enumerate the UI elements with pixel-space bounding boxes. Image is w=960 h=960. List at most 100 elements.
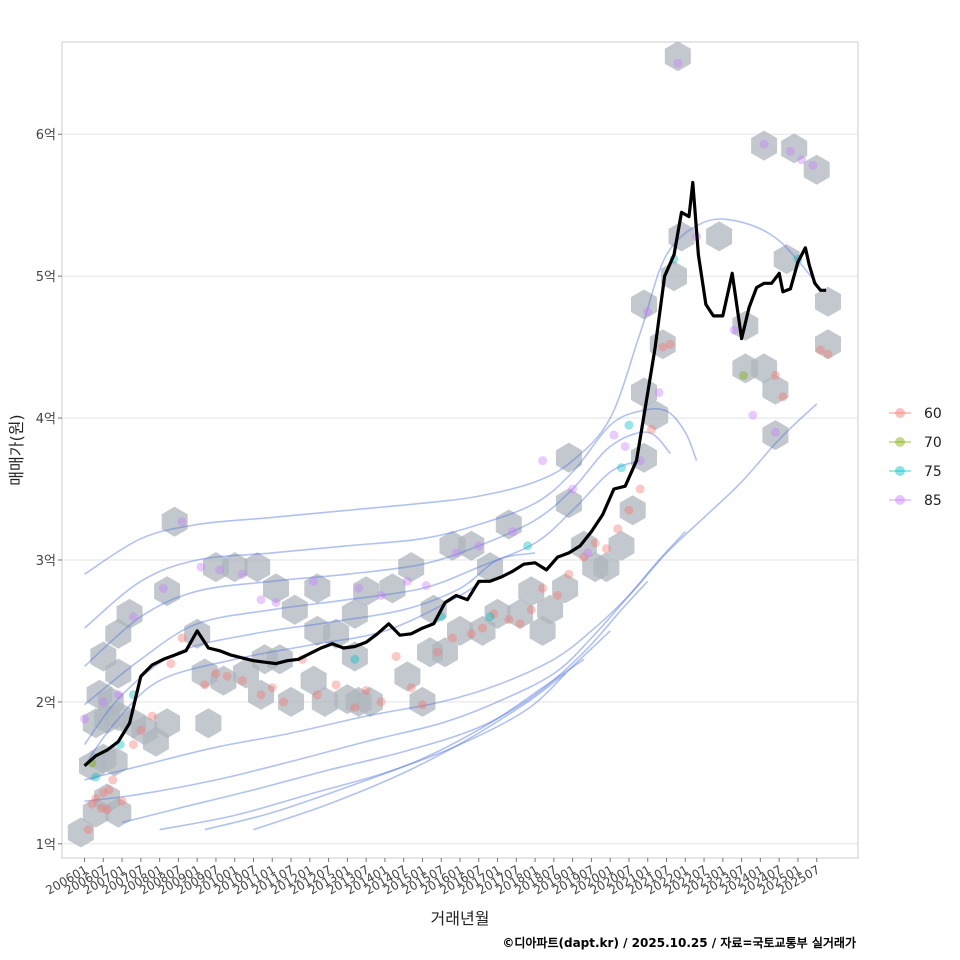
point-60 (778, 392, 788, 402)
point-85 (654, 388, 664, 398)
point-60 (665, 339, 675, 349)
hexbin (631, 289, 657, 320)
hexbin (67, 817, 94, 848)
hexbin (248, 679, 274, 710)
y-tick-label: 2억 (36, 696, 56, 711)
point-85 (673, 58, 683, 68)
point-60 (590, 538, 600, 548)
legend-label-85: 85 (924, 493, 942, 509)
hexbin (105, 618, 132, 649)
hexbin (304, 573, 331, 604)
point-60 (770, 370, 780, 380)
hexbin (409, 686, 436, 717)
hexbin (762, 420, 789, 451)
x-axis-title: 거래년월 (431, 909, 490, 928)
point-85 (421, 581, 431, 591)
hexbin (341, 598, 368, 629)
point-85 (451, 548, 461, 558)
point-85 (113, 690, 123, 700)
density-contour (84, 218, 818, 575)
hexbin (803, 154, 830, 185)
point-60 (147, 711, 157, 721)
point-85 (568, 484, 578, 494)
hexbin (398, 552, 425, 583)
point-60 (83, 825, 93, 835)
point-85 (538, 456, 548, 466)
hexbin (323, 618, 350, 649)
point-85 (508, 527, 518, 537)
hexbin (555, 442, 582, 473)
legend-label-60: 60 (924, 406, 942, 422)
point-85 (583, 548, 593, 558)
point-75 (91, 772, 101, 782)
y-tick-label: 3억 (36, 554, 56, 569)
point-85 (271, 598, 281, 608)
gridlines (62, 133, 858, 845)
point-75 (485, 612, 495, 622)
point-60 (102, 805, 112, 815)
point-70 (738, 370, 748, 380)
legend-key-75 (895, 466, 905, 476)
legend-label-75: 75 (924, 464, 942, 480)
hexbin (379, 573, 406, 604)
hexbin (507, 598, 534, 629)
density-contour (204, 658, 585, 831)
point-85 (808, 160, 818, 170)
hexbin (195, 708, 222, 739)
hexbin (781, 133, 808, 164)
hexbin (477, 552, 503, 583)
point-60 (211, 669, 221, 679)
x-axis-ticks: 2006012006072007012007072008012008072009… (43, 858, 822, 898)
point-60 (108, 775, 118, 785)
point-60 (564, 569, 574, 579)
point-60 (823, 349, 833, 359)
hexbin (706, 221, 733, 252)
point-60 (96, 803, 106, 813)
point-60 (136, 725, 146, 735)
hexbin (341, 641, 368, 672)
point-60 (815, 345, 825, 355)
point-60 (515, 619, 525, 629)
point-85 (256, 595, 266, 605)
point-60 (601, 544, 611, 554)
point-75 (523, 541, 533, 551)
point-60 (447, 633, 457, 643)
point-85 (215, 565, 225, 575)
point-60 (624, 505, 634, 515)
point-85 (177, 517, 187, 527)
y-tick-label: 6억 (36, 128, 56, 143)
point-60 (91, 793, 101, 803)
point-60 (432, 647, 442, 657)
point-60 (361, 686, 371, 696)
point-85 (643, 307, 653, 317)
point-60 (526, 605, 536, 615)
trend-line-layer (83, 180, 827, 767)
hexbin (664, 41, 691, 72)
density-contour (121, 580, 649, 824)
hexbin (570, 530, 597, 561)
point-60 (237, 676, 247, 686)
caption: ©디아파트(dapt.kr) / 2025.10.25 / 자료=국토교통부 실… (502, 935, 856, 950)
hexbin (394, 661, 421, 692)
y-axis-title: 매매가(원) (7, 414, 26, 485)
point-75 (350, 654, 360, 664)
hexbin (154, 708, 181, 739)
point-75 (616, 463, 626, 473)
point-60 (635, 484, 645, 494)
point-85 (474, 541, 484, 551)
hexbin (353, 576, 380, 607)
hexbin (420, 594, 447, 625)
point-60 (504, 615, 514, 625)
hexbin (518, 576, 545, 607)
density-contour (159, 630, 611, 831)
legend-key-60 (895, 408, 905, 418)
hexbin (458, 530, 485, 561)
point-85 (729, 325, 739, 335)
point-85 (354, 583, 364, 593)
point-60 (256, 690, 266, 700)
hexbin (263, 573, 289, 604)
point-85 (196, 562, 206, 572)
point-85 (748, 410, 758, 420)
hexbin (244, 552, 271, 583)
